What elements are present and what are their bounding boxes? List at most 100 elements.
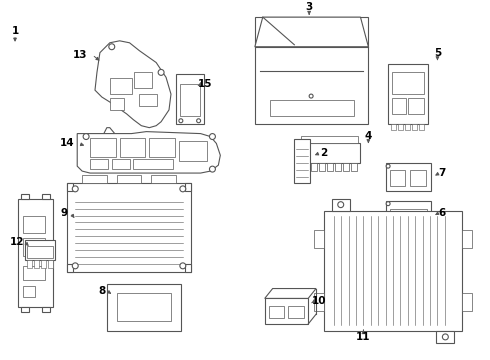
Bar [255,17,368,124]
Bar [386,201,431,232]
Bar [42,307,49,312]
Bar [23,285,35,297]
Bar [117,293,171,321]
Bar [185,183,191,191]
Bar [351,163,357,171]
Bar [311,163,317,171]
Bar [462,230,472,248]
Circle shape [386,164,390,168]
Bar [343,163,348,171]
Polygon shape [98,128,122,165]
Bar [265,298,308,324]
Bar [269,306,285,318]
Bar [23,266,45,280]
Bar [23,238,45,256]
Circle shape [209,166,216,172]
Bar [391,124,396,130]
Text: 11: 11 [356,332,370,342]
Bar [386,163,431,191]
Bar [405,124,410,130]
Bar [314,230,324,248]
Bar [34,260,39,268]
Bar [120,138,146,157]
Bar [149,138,175,157]
Bar [27,246,52,258]
Circle shape [196,119,200,123]
Bar [67,183,74,191]
Text: 13: 13 [73,50,87,60]
Bar [332,199,350,211]
Circle shape [180,263,186,269]
Polygon shape [265,288,316,298]
Text: 8: 8 [98,287,105,297]
Text: 5: 5 [434,48,441,58]
Text: 12: 12 [10,237,24,247]
Circle shape [309,94,313,98]
Bar [21,194,29,199]
Bar [133,159,173,169]
Text: 10: 10 [312,296,326,306]
Text: 3: 3 [306,2,313,12]
Text: 7: 7 [439,168,446,178]
Bar [437,331,454,343]
Bar [314,293,324,311]
Circle shape [180,186,186,192]
Bar [90,159,108,169]
Bar [27,260,32,268]
Bar [294,139,310,183]
Bar [25,240,54,260]
Bar [408,98,424,114]
Bar [412,124,416,130]
Circle shape [158,69,164,75]
Bar [390,170,405,186]
Bar [82,175,107,183]
Circle shape [386,202,390,206]
Text: 14: 14 [60,139,74,148]
Bar [107,284,181,331]
Bar [299,143,361,163]
Polygon shape [77,132,220,173]
Bar [319,163,325,171]
Circle shape [209,134,216,140]
Bar [139,94,157,106]
Bar [18,199,52,307]
Bar [392,98,406,114]
Bar [180,84,199,116]
Bar [179,141,206,161]
Bar [390,208,427,226]
Bar [410,170,426,186]
Bar [110,98,123,110]
Bar [21,307,29,312]
Polygon shape [95,41,171,128]
Bar [176,75,203,124]
Circle shape [83,134,89,140]
Bar [388,64,428,124]
Bar [408,232,415,237]
Polygon shape [255,17,368,47]
Text: 1: 1 [11,26,19,36]
Bar [335,163,341,171]
Text: 6: 6 [439,208,446,217]
Bar [67,264,74,272]
Circle shape [73,186,78,192]
Bar [110,78,131,94]
Bar [270,100,354,116]
Text: 15: 15 [198,79,213,89]
Bar [112,159,129,169]
Circle shape [109,44,115,50]
Circle shape [442,334,448,340]
Bar [390,232,397,237]
Circle shape [338,202,343,208]
Text: 9: 9 [61,208,68,217]
Bar [48,260,52,268]
Bar [327,163,333,171]
Bar [289,306,304,318]
Bar [392,72,424,94]
Bar [462,293,472,311]
Bar [90,138,116,157]
Bar [23,216,45,233]
Bar [67,183,191,272]
Text: 2: 2 [320,148,328,158]
Bar [303,163,309,171]
Bar [301,136,359,143]
